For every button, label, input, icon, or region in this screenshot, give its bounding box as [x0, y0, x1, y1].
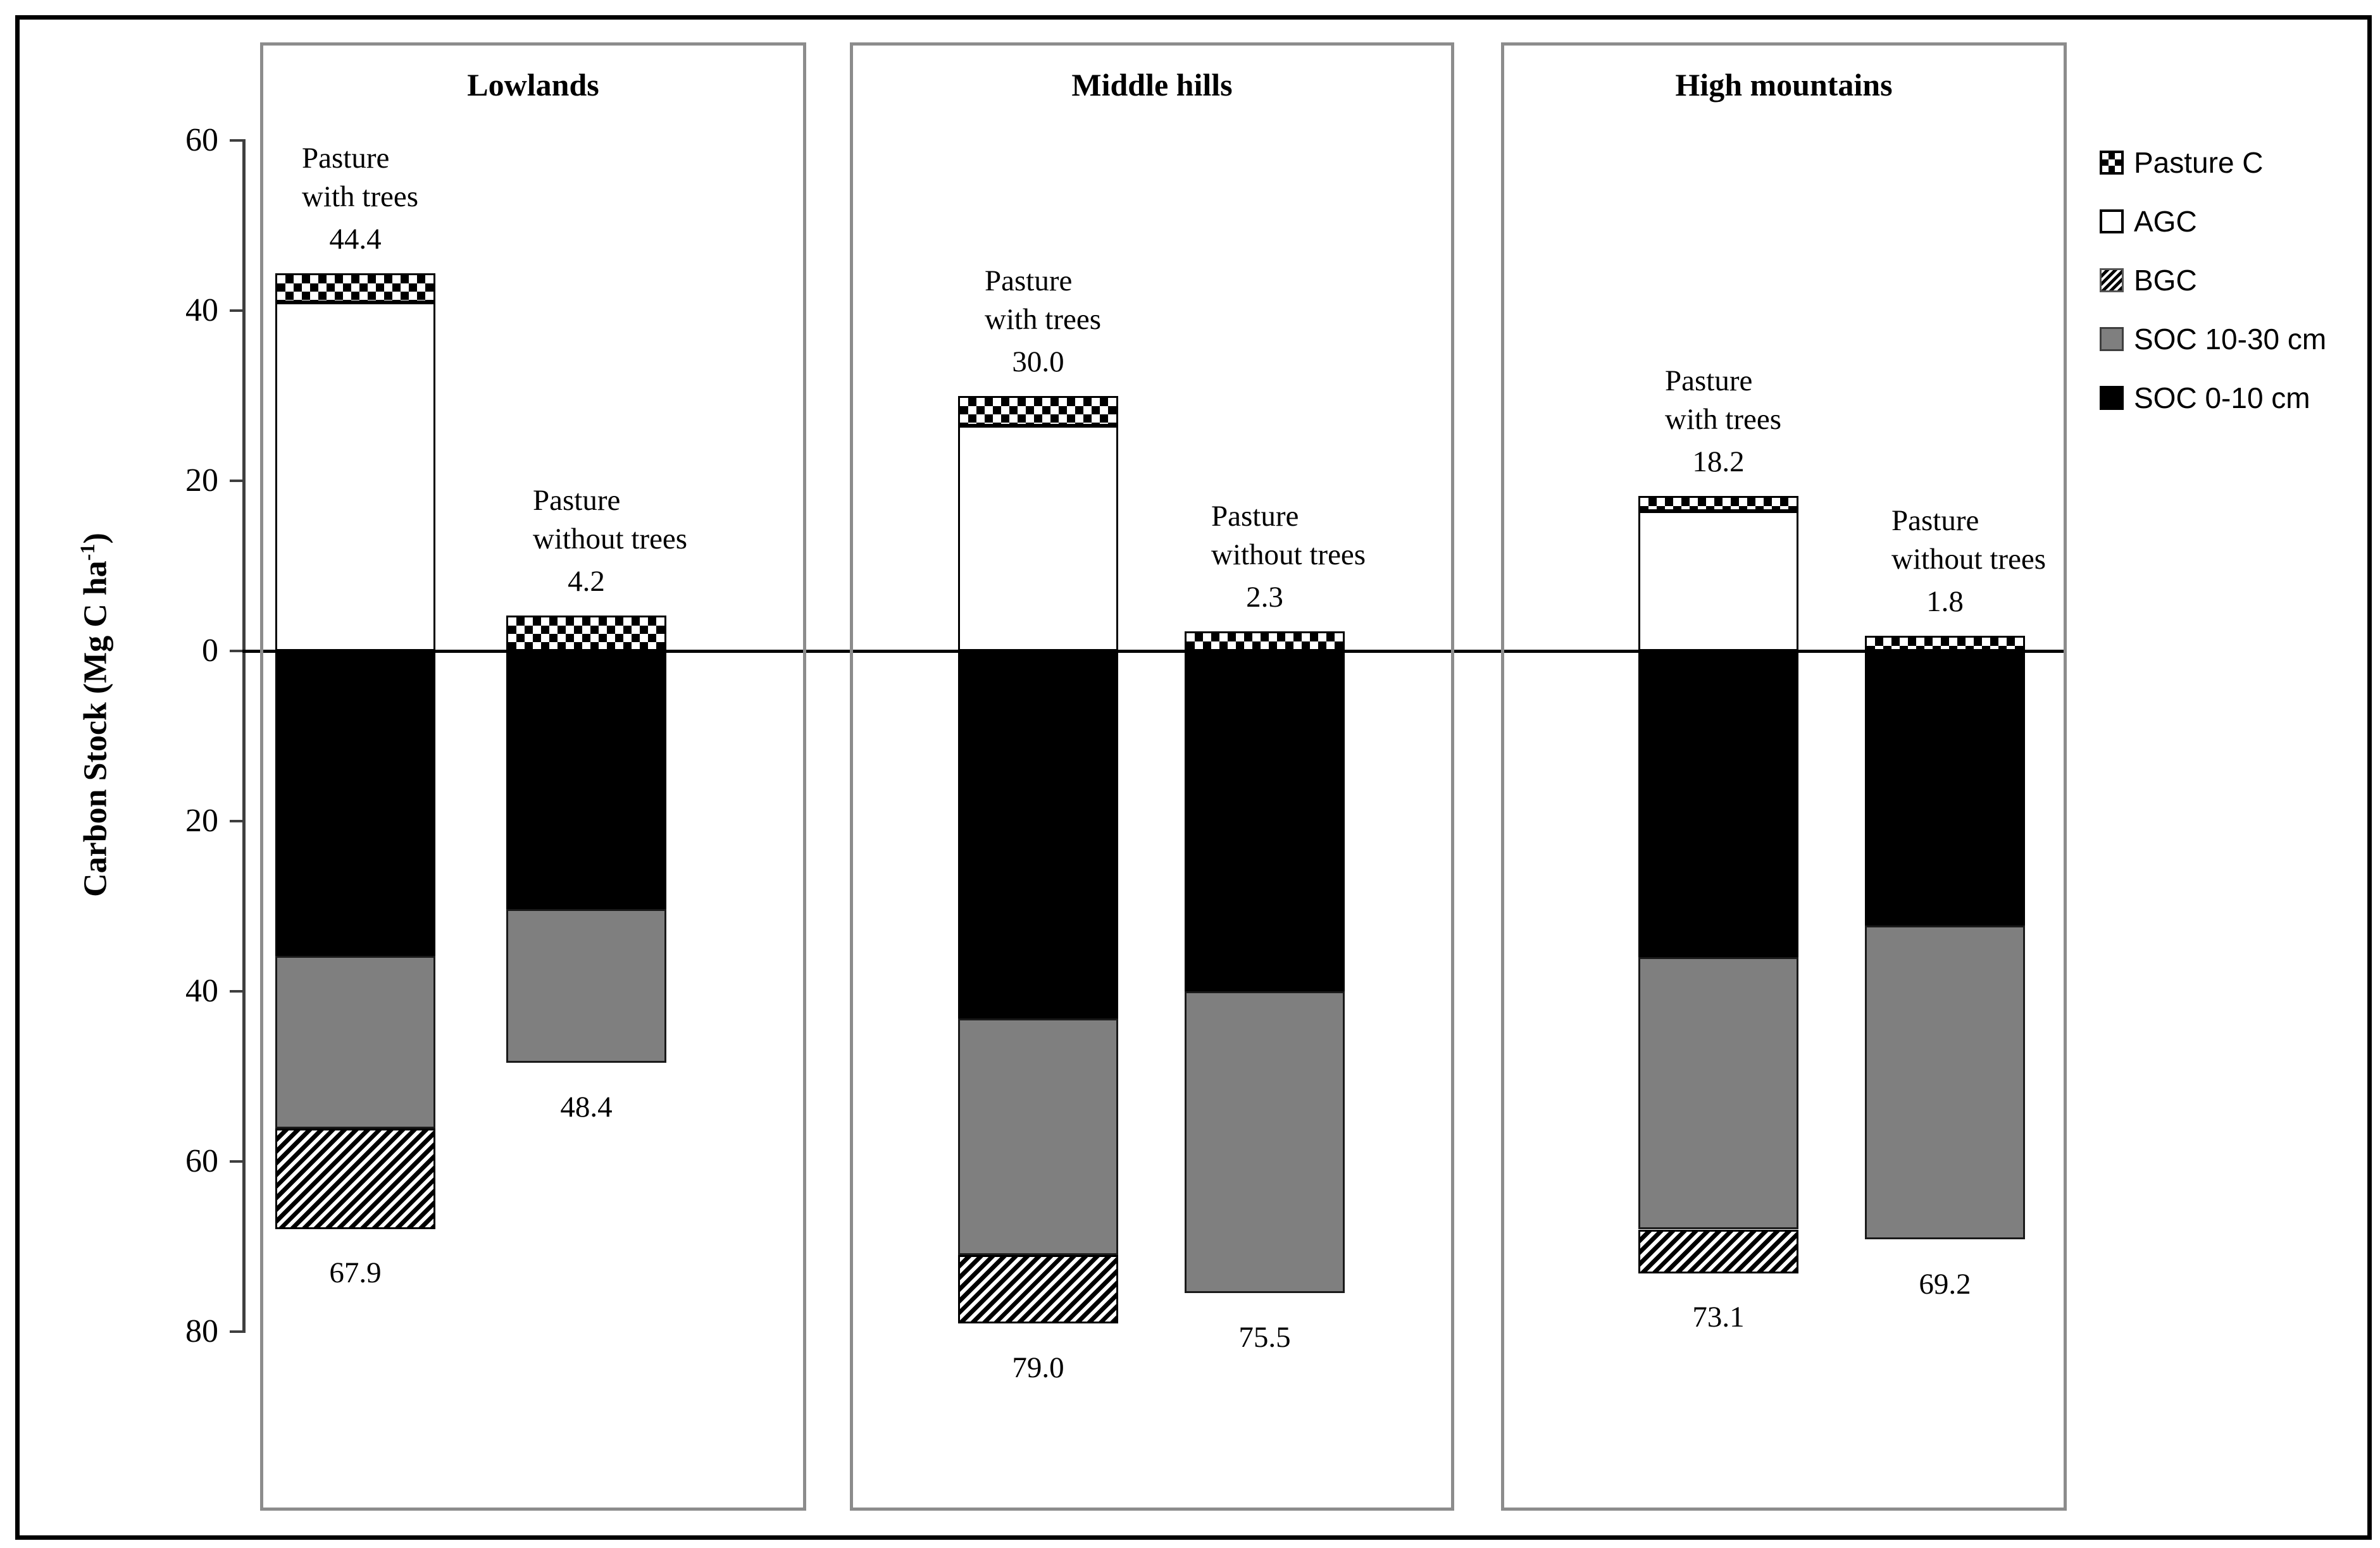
zero-baseline [242, 650, 2064, 653]
bar-segment-agc [1638, 511, 1798, 651]
bar-below-total: 73.1 [1692, 1301, 1745, 1334]
axis-tick-mark [230, 480, 246, 482]
axis-tick-label: 40 [185, 973, 218, 1009]
bar-label-name: Pasture without trees [1891, 502, 2046, 579]
legend-swatch-hatch-icon [2100, 268, 2124, 292]
bar-segment-pasture-c [275, 273, 435, 302]
legend-item: AGC [2100, 205, 2197, 238]
bar-segment-soc-10-30 [958, 1019, 1118, 1255]
legend-item: SOC 10-30 cm [2100, 323, 2327, 356]
bar-label-name-line2: with trees [985, 303, 1102, 336]
panel-box [260, 42, 806, 1511]
bar-segment-agc [275, 302, 435, 651]
axis-tick-label: 0 [202, 633, 218, 669]
bar-segment-bgc [958, 1255, 1118, 1323]
bar-above-total: 18.2 [1692, 445, 1745, 478]
axis-tick-mark [230, 1330, 246, 1333]
y-axis-title: Carbon Stock (Mg C ha-1) [76, 272, 120, 1158]
y-axis-title-close: ) [77, 533, 114, 544]
bar-segment-pasture-c [1638, 496, 1798, 511]
bar-label-name-line2: with trees [1665, 403, 1782, 436]
axis-tick-label: 80 [185, 1313, 218, 1349]
legend-label: SOC 0-10 cm [2134, 381, 2310, 414]
axis-tick-label: 20 [185, 462, 218, 498]
bar-label-name: Pasture without trees [533, 481, 687, 559]
legend-swatch-checker-icon [2100, 151, 2124, 175]
bar-above-total: 44.4 [329, 223, 382, 256]
bar-label-name: Pasture with trees [302, 139, 418, 216]
bar-above-total: 1.8 [1926, 585, 1964, 618]
axis-tick-mark [230, 820, 246, 822]
panel-title: Middle hills [1071, 67, 1233, 102]
bar-segment-bgc [275, 1129, 435, 1229]
legend-item: SOC 0-10 cm [2100, 381, 2310, 414]
axis-tick-mark [230, 1160, 246, 1163]
panel-box [1501, 42, 2067, 1511]
bar-segment-soc-10-30 [275, 956, 435, 1129]
legend-swatch-white-icon [2100, 209, 2124, 233]
axis-tick-label: 20 [185, 803, 218, 839]
panel-title: High mountains [1675, 67, 1893, 102]
bar-segment-soc-0-10 [1638, 651, 1798, 957]
panel-box [850, 42, 1454, 1511]
bar-label-name-line2: without trees [1211, 538, 1366, 571]
legend-label: BGC [2134, 264, 2197, 297]
axis-tick-label: 60 [185, 122, 218, 158]
bar-label-name-line1: Pasture [302, 142, 390, 175]
legend-label: SOC 10-30 cm [2134, 323, 2327, 356]
bar-segment-pasture-c [1865, 636, 2025, 651]
bar-segment-soc-0-10 [1185, 651, 1345, 991]
bar-segment-soc-0-10 [958, 651, 1118, 1019]
axis-tick-label: 40 [185, 292, 218, 328]
bar-below-total: 75.5 [1238, 1321, 1291, 1354]
bar-segment-soc-10-30 [1638, 957, 1798, 1229]
bar-label-name-line1: Pasture [533, 484, 621, 517]
bar-below-total: 69.2 [1919, 1268, 1971, 1301]
legend-swatch-gray-icon [2100, 327, 2124, 351]
bar-label-name-line1: Pasture [1665, 364, 1753, 397]
axis-tick-mark [230, 650, 246, 652]
legend-item: Pasture C [2100, 146, 2264, 179]
panel-title: Lowlands [467, 67, 599, 102]
bar-label-name-line2: with trees [302, 180, 419, 213]
bar-below-total: 79.0 [1012, 1351, 1064, 1384]
legend-swatch-black-icon [2100, 386, 2124, 410]
bar-label-name-line1: Pasture [985, 264, 1073, 297]
bar-label-name-line2: without trees [1891, 543, 2047, 576]
bar-segment-agc [958, 426, 1118, 651]
bar-segment-soc-0-10 [506, 651, 666, 909]
bar-segment-pasture-c [1185, 631, 1345, 651]
bar-label-name-line2: without trees [533, 523, 688, 555]
axis-tick-label: 60 [185, 1143, 218, 1179]
figure-border [15, 15, 2372, 1540]
y-axis-title-text: Carbon Stock (Mg C ha [77, 560, 114, 897]
legend-label: Pasture C [2134, 146, 2264, 179]
bar-segment-soc-0-10 [275, 651, 435, 956]
bar-segment-bgc [1638, 1230, 1798, 1273]
bar-label-name: Pasture with trees [1665, 362, 1781, 439]
bar-below-total: 48.4 [560, 1091, 613, 1124]
y-axis-line [242, 140, 246, 1332]
bar-above-total: 2.3 [1246, 581, 1283, 614]
bar-segment-soc-10-30 [1865, 926, 2025, 1239]
bar-label-name: Pasture with trees [985, 262, 1101, 339]
bar-above-total: 30.0 [1012, 345, 1064, 378]
y-axis-title-superscript: -1 [76, 543, 99, 561]
bar-segment-pasture-c [958, 396, 1118, 426]
bar-segment-soc-0-10 [1865, 651, 2025, 926]
axis-tick-mark [230, 139, 246, 142]
axis-tick-mark [230, 990, 246, 993]
legend-label: AGC [2134, 205, 2197, 238]
bar-label-name-line1: Pasture [1891, 504, 1979, 537]
bar-below-total: 67.9 [329, 1256, 382, 1289]
legend-item: BGC [2100, 264, 2197, 297]
bar-segment-pasture-c [506, 616, 666, 651]
bar-segment-soc-10-30 [506, 909, 666, 1063]
bar-segment-soc-10-30 [1185, 991, 1345, 1293]
bar-label-name-line1: Pasture [1211, 500, 1299, 533]
bar-above-total: 4.2 [568, 565, 605, 598]
bar-label-name: Pasture without trees [1211, 497, 1366, 574]
axis-tick-mark [230, 309, 246, 312]
